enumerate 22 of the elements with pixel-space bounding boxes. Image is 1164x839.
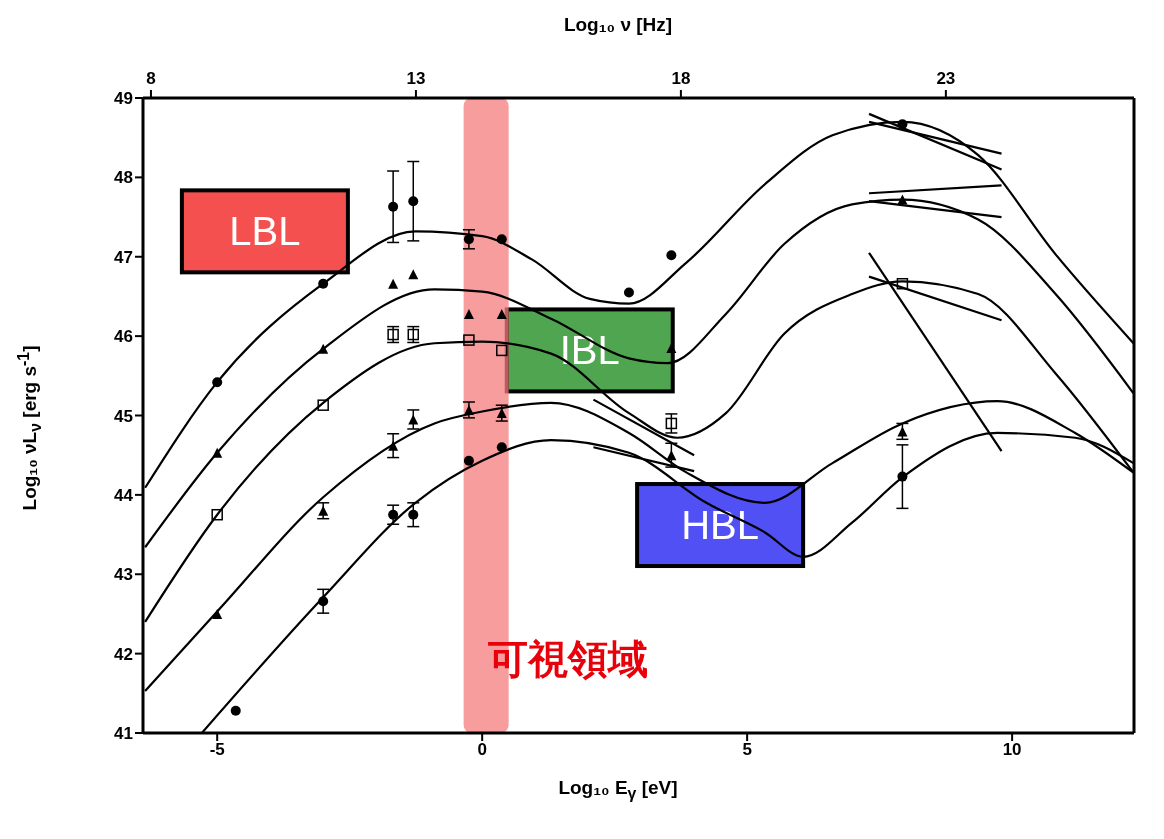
y-tick-label: 41 — [114, 724, 133, 744]
y-tick-label: 49 — [114, 89, 133, 109]
y-tick-label: 46 — [114, 327, 133, 347]
band-label: 可視領域 — [486, 637, 648, 681]
y-tick-label: 48 — [114, 168, 133, 188]
x-tick-label: -5 — [209, 740, 225, 760]
annotation: LBL — [229, 209, 301, 254]
x-axis-title: Log₁₀ E$_{γ}$ [eV] — [557, 777, 679, 803]
x2-tick-label: 23 — [936, 69, 956, 88]
y-tick-label: 47 — [114, 247, 133, 267]
x2-axis-title: Log₁₀ ν [Hz] — [562, 14, 674, 36]
x2-tick-label: 13 — [406, 69, 426, 88]
x-tick-label: 0 — [477, 740, 487, 760]
x-tick-label: 10 — [1002, 740, 1022, 760]
x2-tick-label: 18 — [671, 69, 691, 88]
y-tick-label: 43 — [114, 565, 133, 585]
annotation: HBL — [681, 503, 760, 548]
y-tick-label: 45 — [114, 406, 133, 426]
y-tick-label: 44 — [114, 485, 134, 505]
y-tick-label: 42 — [114, 644, 133, 664]
x-tick-label: 5 — [742, 740, 752, 760]
x2-tick-label: 8 — [146, 69, 156, 88]
